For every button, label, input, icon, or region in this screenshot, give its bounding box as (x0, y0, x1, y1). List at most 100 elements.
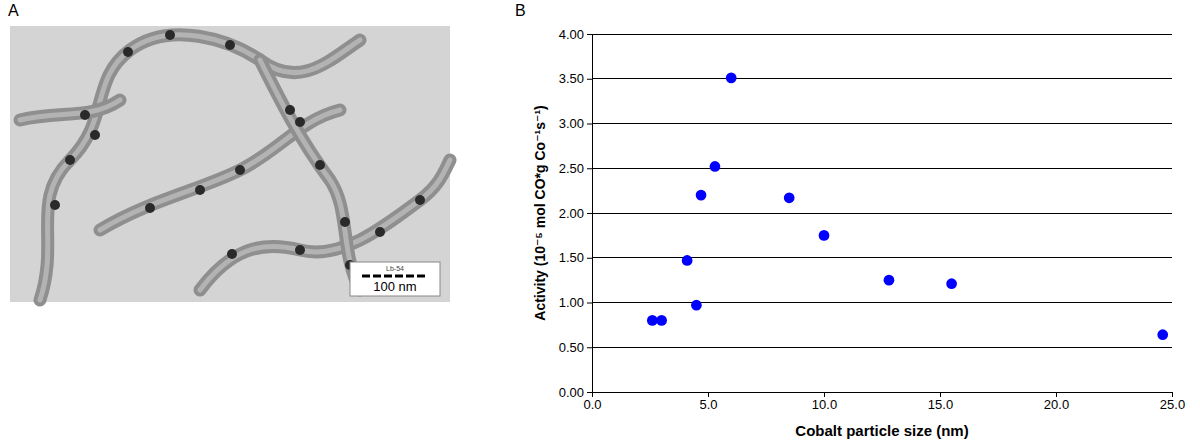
tick-label: 2.00 (559, 206, 584, 221)
grid-line (592, 34, 1172, 35)
grid (592, 34, 1172, 392)
y-axis: 0.00 0.50 1.00 1.50 2.00 2.50 3.00 3.50 4.00 (559, 27, 593, 400)
tick-mark (587, 213, 592, 214)
point (696, 190, 707, 201)
tick-label: 25.0 (1160, 397, 1185, 412)
nanotube-core (40, 35, 360, 300)
tick-label: 10.0 (812, 397, 837, 412)
point (1157, 329, 1168, 340)
tick-label: 15.0 (928, 397, 953, 412)
tick-label: 0.0 (583, 397, 601, 412)
point (726, 73, 737, 84)
tick-label: 0.50 (559, 340, 584, 355)
particle (227, 249, 237, 259)
particle (145, 203, 155, 213)
grid-line (592, 168, 1172, 169)
particle (295, 117, 305, 127)
tick-label: 5.0 (699, 397, 717, 412)
y-axis-title: Activity (10⁻⁵ mol CO*g Co⁻¹s⁻¹) (532, 105, 548, 320)
axis-line (593, 393, 1173, 398)
grid-line (592, 78, 1172, 79)
particle (285, 105, 295, 115)
point (784, 192, 795, 203)
tick: 0.50 (559, 340, 592, 355)
tick: 15.0 (928, 392, 953, 412)
nanotube (20, 100, 120, 120)
tick-mark (587, 124, 592, 125)
tick-label: 4.00 (559, 27, 584, 42)
particle (340, 217, 350, 227)
tick: 4.00 (559, 27, 592, 42)
nanotube-core (100, 110, 340, 230)
points (647, 73, 1168, 341)
tick-label: 3.50 (559, 71, 584, 86)
particle (50, 200, 60, 210)
panel-letter: B (515, 2, 526, 19)
particle (90, 130, 100, 140)
tick: 2.00 (559, 206, 592, 221)
sample-label: Lb-54 (386, 265, 404, 272)
tick-label: 3.00 (559, 116, 584, 131)
tick-label: 2.50 (559, 161, 584, 176)
scale-bar-label: 100 nm (373, 279, 416, 294)
point (656, 315, 667, 326)
tick: 10.0 (812, 392, 837, 412)
tick: 25.0 (1160, 392, 1185, 412)
particle (315, 160, 325, 170)
nanotube-core (20, 100, 120, 120)
nanotube (100, 110, 340, 230)
particle (65, 155, 75, 165)
x-axis: 0.0 5.0 10.0 15.0 20.0 25.0 (583, 392, 1185, 412)
grid-line (592, 347, 1172, 348)
tick-label: 0.00 (559, 385, 584, 400)
particle (415, 195, 425, 205)
panel-a: ALb-54100 nm (8, 2, 450, 302)
micrograph-background (10, 26, 450, 302)
tick-mark (587, 79, 592, 80)
particle (225, 40, 235, 50)
tick: 1.00 (559, 295, 592, 310)
tick: 20.0 (1044, 392, 1069, 412)
point (691, 300, 702, 311)
grid-line (592, 257, 1172, 258)
panel-b: 0.0 5.0 10.0 15.0 20.0 25.0 0.00 0.50 1.00 1.50 2.… (532, 27, 1185, 439)
particle (375, 227, 385, 237)
nanotube (260, 60, 360, 290)
tick-mark (587, 392, 592, 393)
nanotube-core (260, 60, 360, 290)
tick: 3.00 (559, 116, 592, 131)
tick: 0.00 (559, 385, 592, 400)
tick: 0.0 (583, 392, 601, 412)
grid-line (592, 302, 1172, 303)
point (819, 230, 830, 241)
tick-mark (587, 168, 592, 169)
x-axis-title: Cobalt particle size (nm) (795, 422, 968, 439)
tick-mark (587, 347, 592, 348)
particle (235, 165, 245, 175)
tick-mark (587, 258, 592, 259)
tick-mark (587, 34, 592, 35)
particle (123, 47, 133, 57)
point (946, 278, 957, 289)
grid-line (592, 213, 1172, 214)
particle (165, 30, 175, 40)
axis-line (587, 35, 593, 393)
tick-label: 20.0 (1044, 397, 1069, 412)
nanotube (40, 35, 360, 300)
point (884, 275, 895, 286)
point (647, 315, 658, 326)
tick: 5.0 (699, 392, 717, 412)
tick: 3.50 (559, 71, 592, 86)
tick-mark (587, 303, 592, 304)
grid-line (592, 123, 1172, 124)
particle (195, 185, 205, 195)
particle (295, 245, 305, 255)
scale-bar (362, 275, 428, 278)
tick-label: 1.00 (559, 295, 584, 310)
point (710, 161, 721, 172)
tick: 1.50 (559, 250, 592, 265)
point (682, 255, 693, 266)
tick-label: 1.50 (559, 250, 584, 265)
scale-bar-box (350, 262, 440, 296)
tick: 2.50 (559, 161, 592, 176)
